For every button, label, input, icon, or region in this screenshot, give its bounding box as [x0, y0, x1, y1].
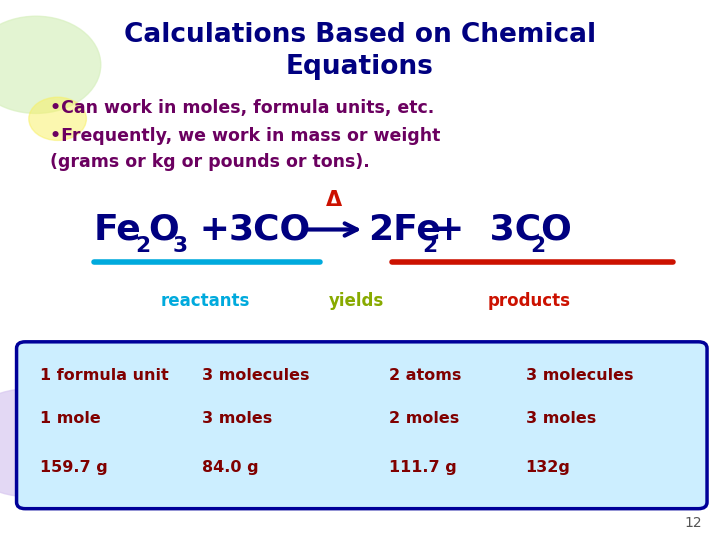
Text: yields: yields: [329, 292, 384, 309]
Text: +  3CO: + 3CO: [434, 213, 572, 246]
Text: 2 atoms: 2 atoms: [389, 368, 462, 383]
Text: 159.7 g: 159.7 g: [40, 460, 107, 475]
Text: O: O: [148, 213, 179, 246]
Text: 2Fe: 2Fe: [368, 213, 441, 246]
Text: 3CO: 3CO: [229, 213, 311, 246]
Text: 3 molecules: 3 molecules: [526, 368, 633, 383]
Text: products: products: [487, 292, 571, 309]
Text: 1 mole: 1 mole: [40, 411, 100, 426]
Text: reactants: reactants: [161, 292, 250, 309]
Text: 12: 12: [685, 516, 702, 530]
Text: 84.0 g: 84.0 g: [202, 460, 258, 475]
Text: 1 formula unit: 1 formula unit: [40, 368, 168, 383]
Text: Equations: Equations: [286, 55, 434, 80]
Text: •Can work in moles, formula units, etc.: •Can work in moles, formula units, etc.: [50, 99, 435, 117]
Circle shape: [0, 16, 101, 113]
Text: Calculations Based on Chemical: Calculations Based on Chemical: [124, 22, 596, 48]
Text: 3: 3: [173, 235, 188, 256]
Text: Fe: Fe: [94, 213, 141, 246]
Text: 3 moles: 3 moles: [526, 411, 596, 426]
Text: 3 molecules: 3 molecules: [202, 368, 309, 383]
Text: 3 moles: 3 moles: [202, 411, 272, 426]
Text: 2: 2: [422, 235, 437, 256]
FancyBboxPatch shape: [17, 342, 707, 509]
Text: 111.7 g: 111.7 g: [389, 460, 456, 475]
Text: (grams or kg or pounds or tons).: (grams or kg or pounds or tons).: [50, 153, 370, 171]
Circle shape: [0, 389, 101, 497]
Text: •Frequently, we work in mass or weight: •Frequently, we work in mass or weight: [50, 127, 441, 145]
Text: 132g: 132g: [526, 460, 570, 475]
Text: +: +: [187, 213, 243, 246]
Text: 2 moles: 2 moles: [389, 411, 459, 426]
Text: Δ: Δ: [325, 190, 342, 210]
Circle shape: [126, 472, 162, 500]
Text: 2: 2: [135, 235, 150, 256]
Circle shape: [29, 97, 86, 140]
Text: 2: 2: [530, 235, 545, 256]
